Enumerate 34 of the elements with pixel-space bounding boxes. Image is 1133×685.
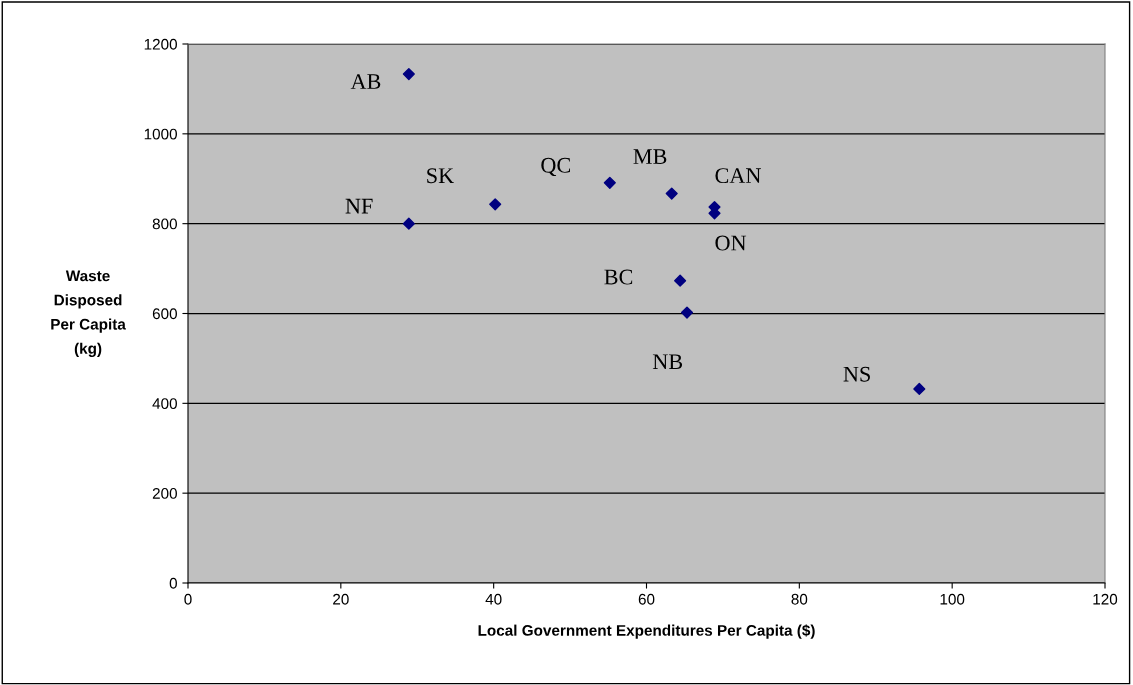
y-tick-label: 0 bbox=[169, 577, 177, 589]
point bbox=[402, 68, 415, 81]
point bbox=[402, 217, 415, 230]
annotation: MB bbox=[633, 149, 667, 164]
point bbox=[913, 382, 926, 396]
x-tick-label: 80 bbox=[791, 593, 808, 605]
x-tick-label: 120 bbox=[1093, 593, 1118, 605]
annotation: CAN bbox=[715, 168, 761, 184]
annotation: BC bbox=[604, 269, 633, 285]
y-tick-label: 800 bbox=[152, 218, 177, 230]
annotation: NF bbox=[345, 198, 373, 214]
y-tick-label: 200 bbox=[152, 488, 177, 499]
annotation: SK bbox=[427, 168, 454, 184]
x-tick-label: 100 bbox=[940, 593, 965, 605]
y-tick-label: 1000 bbox=[144, 128, 177, 140]
annotation: ON bbox=[715, 235, 747, 251]
x-tick-label: 40 bbox=[485, 593, 502, 605]
point bbox=[674, 274, 687, 287]
point bbox=[603, 176, 616, 189]
y-tick-label: 400 bbox=[152, 398, 177, 410]
point bbox=[665, 187, 678, 200]
y-axis-title: Waste Disposed Per Capita (kg) bbox=[51, 270, 126, 357]
x-tick-label: 0 bbox=[184, 593, 192, 605]
annotation: QC bbox=[541, 157, 571, 177]
y-tick-label: 600 bbox=[152, 308, 177, 320]
point bbox=[489, 198, 502, 211]
x-tick-label: 60 bbox=[638, 593, 655, 605]
annotation: AB bbox=[350, 74, 381, 89]
x-tick-label: 20 bbox=[333, 593, 349, 605]
y-tick-label: 1200 bbox=[144, 38, 177, 50]
annotation: NB bbox=[652, 354, 683, 370]
x-axis-title: Local Government Expenditures Per Capita ($) bbox=[478, 624, 815, 639]
point bbox=[680, 306, 694, 319]
annotation: NS bbox=[843, 366, 870, 382]
